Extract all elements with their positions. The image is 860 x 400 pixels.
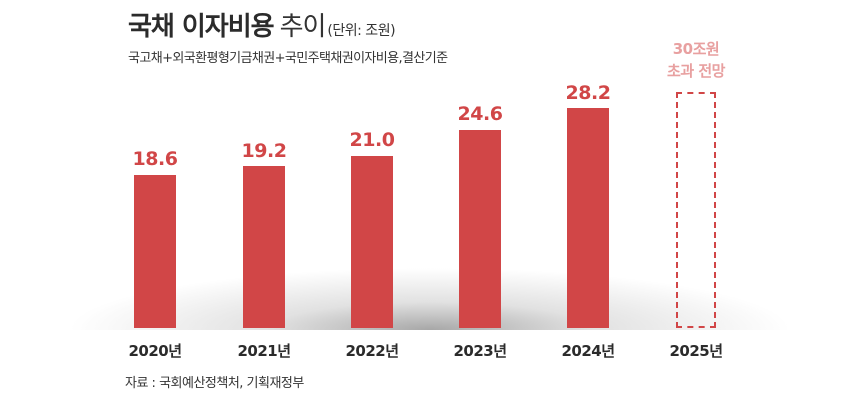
bar-2024 [567, 108, 609, 328]
chart-subtitle: 국고채+외국환평형기금채권+국민주택채권이자비용,결산기준 [128, 51, 448, 66]
x-label-2022: 2022년 [345, 342, 399, 360]
forecast-line2: 초과 전망 [667, 62, 725, 80]
floor-shadow [70, 268, 790, 330]
bar-2023 [459, 130, 501, 328]
chart-title: 국채 이자비용 추이 (단위: 조원) [128, 6, 396, 43]
bar-2021 [243, 166, 285, 328]
forecast-note: 30조원 초과 전망 [646, 38, 746, 82]
x-label-2024: 2024년 [561, 342, 615, 360]
unit-label: (단위: 조원) [327, 23, 396, 39]
bar-2020 [134, 175, 176, 328]
value-label-2023: 24.6 [457, 103, 503, 125]
x-label-2025: 2025년 [669, 342, 723, 360]
value-label-2021: 19.2 [241, 140, 287, 162]
value-label-2020: 18.6 [132, 148, 178, 170]
title-light: 추이 [279, 12, 327, 42]
bar-2022 [351, 156, 393, 328]
x-label-2021: 2021년 [237, 342, 291, 360]
x-label-2023: 2023년 [453, 342, 507, 360]
x-label-2020: 2020년 [128, 342, 182, 360]
value-label-2022: 21.0 [349, 129, 395, 151]
forecast-line1: 30조원 [672, 40, 720, 58]
value-label-2024: 28.2 [565, 82, 611, 104]
title-bold: 국채 이자비용 [128, 12, 275, 42]
source-note: 자료 : 국회예산정책처, 기획재정부 [125, 376, 304, 391]
bar-2025-forecast [676, 92, 716, 328]
